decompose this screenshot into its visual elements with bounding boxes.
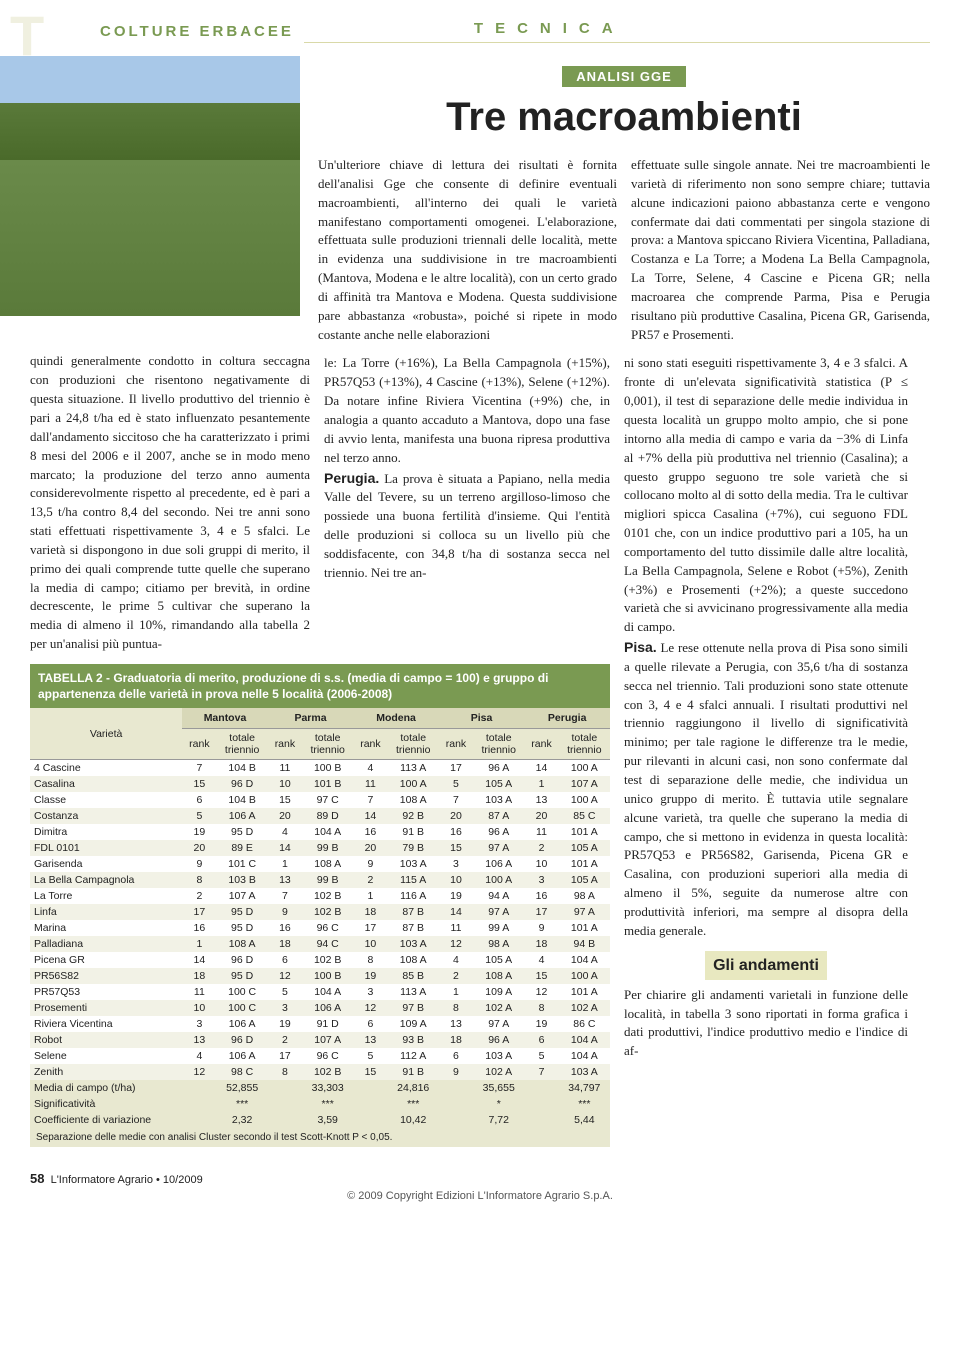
- col-varieta: Varietà: [30, 708, 182, 760]
- table-summary-row: Significatività*************: [30, 1096, 610, 1112]
- table-row: Picena GR1496 D6102 B8108 A4105 A4104 A: [30, 952, 610, 968]
- table-row: PR57Q5311100 C5104 A3113 A1109 A12101 A: [30, 984, 610, 1000]
- article-title: Tre macroambienti: [446, 95, 802, 140]
- section-label: COLTURE ERBACEE: [100, 23, 294, 40]
- table-footnote: Separazione delle medie con analisi Clus…: [30, 1128, 610, 1147]
- table-title: TABELLA 2 - Graduatoria di merito, produ…: [30, 664, 610, 708]
- table-row: Casalina1596 D10101 B11100 A5105 A1107 A: [30, 776, 610, 792]
- perugia-head: Perugia.: [324, 470, 379, 486]
- journal-ref: L'Informatore Agrario • 10/2009: [51, 1174, 203, 1186]
- table-row: Zenith1298 C8102 B1591 B9102 A7103 A: [30, 1064, 610, 1080]
- table-row: La Bella Campagnola8103 B1399 B2115 A101…: [30, 872, 610, 888]
- table-row: Dimitra1995 D4104 A1691 B1696 A11101 A: [30, 824, 610, 840]
- table-row: Palladiana1108 A1894 C10103 A1298 A1894 …: [30, 936, 610, 952]
- table-loc-header: Parma: [268, 708, 354, 729]
- table-loc-header: Modena: [353, 708, 439, 729]
- body-col-2: le: La Torre (+16%), La Bella Campagnola…: [324, 354, 610, 654]
- table-row: Robot1396 D2107 A1393 B1896 A6104 A: [30, 1032, 610, 1048]
- table-sub-tot: totaletriennio: [302, 729, 353, 760]
- table-loc-header: Pisa: [439, 708, 525, 729]
- table-sub-rank: rank: [182, 729, 216, 760]
- table-row: PR56S821895 D12100 B1985 B2108 A15100 A: [30, 968, 610, 984]
- table-sub-rank: rank: [268, 729, 302, 760]
- table-sub-tot: totaletriennio: [473, 729, 524, 760]
- table-row: Selene4106 A1796 C5112 A6103 A5104 A: [30, 1048, 610, 1064]
- table-row: La Torre2107 A7102 B1116 A1994 A1698 A: [30, 888, 610, 904]
- analysis-badge: ANALISI GGE: [562, 66, 686, 87]
- table-loc-header: Mantova: [182, 708, 268, 729]
- watermark-letter: T: [10, 8, 44, 64]
- table-sub-rank: rank: [439, 729, 473, 760]
- table-row: Prosementi10100 C3106 A1297 B8102 A8102 …: [30, 1000, 610, 1016]
- table-row: Linfa1795 D9102 B1887 B1497 A1797 A: [30, 904, 610, 920]
- page-number: 58: [30, 1171, 44, 1186]
- table-row: Garisenda9101 C1108 A9103 A3106 A10101 A: [30, 856, 610, 872]
- intro-col-2: effettuate sulle singole annate. Nei tre…: [631, 156, 930, 344]
- table-row: Marina1695 D1696 C1787 B1199 A9101 A: [30, 920, 610, 936]
- body-col-3: ni sono stati eseguiti rispettivamente 3…: [624, 354, 908, 1147]
- table-2: TABELLA 2 - Graduatoria di merito, produ…: [30, 664, 610, 1147]
- pisa-head: Pisa.: [624, 639, 657, 655]
- table-summary-row: Coefficiente di variazione2,323,5910,427…: [30, 1112, 610, 1128]
- table-sub-tot: totaletriennio: [388, 729, 439, 760]
- subhead-andamenti: Gli andamenti: [705, 951, 827, 980]
- body-col-1: quindi generalmente condotto in coltura …: [30, 352, 310, 654]
- copyright: © 2009 Copyright Edizioni L'Informatore …: [30, 1190, 930, 1202]
- intro-col-1: Un'ulteriore chiave di lettura dei risul…: [318, 156, 617, 344]
- category-label: TECNICA: [474, 20, 625, 37]
- table-sub-tot: totaletriennio: [559, 729, 610, 760]
- table-row: FDL 01012089 E1499 B2079 B1597 A2105 A: [30, 840, 610, 856]
- table-row: Riviera Vicentina3106 A1991 D6109 A1397 …: [30, 1016, 610, 1032]
- page-footer: 58 L'Informatore Agrario • 10/2009 © 200…: [30, 1171, 930, 1202]
- table-row: 4 Cascine7104 B11100 B4113 A1796 A14100 …: [30, 760, 610, 777]
- table-sub-rank: rank: [524, 729, 558, 760]
- page-header: COLTURE ERBACEE TECNICA: [30, 20, 930, 43]
- hero-field-image: [0, 56, 300, 316]
- table-row: Costanza5106 A2089 D1492 B2087 A2085 C: [30, 808, 610, 824]
- table-loc-header: Perugia: [524, 708, 610, 729]
- table-sub-tot: totaletriennio: [217, 729, 268, 760]
- table-sub-rank: rank: [353, 729, 387, 760]
- table-row: Classe6104 B1597 C7108 A7103 A13100 A: [30, 792, 610, 808]
- table-summary-row: Media di campo (t/ha)52,85533,30324,8163…: [30, 1080, 610, 1096]
